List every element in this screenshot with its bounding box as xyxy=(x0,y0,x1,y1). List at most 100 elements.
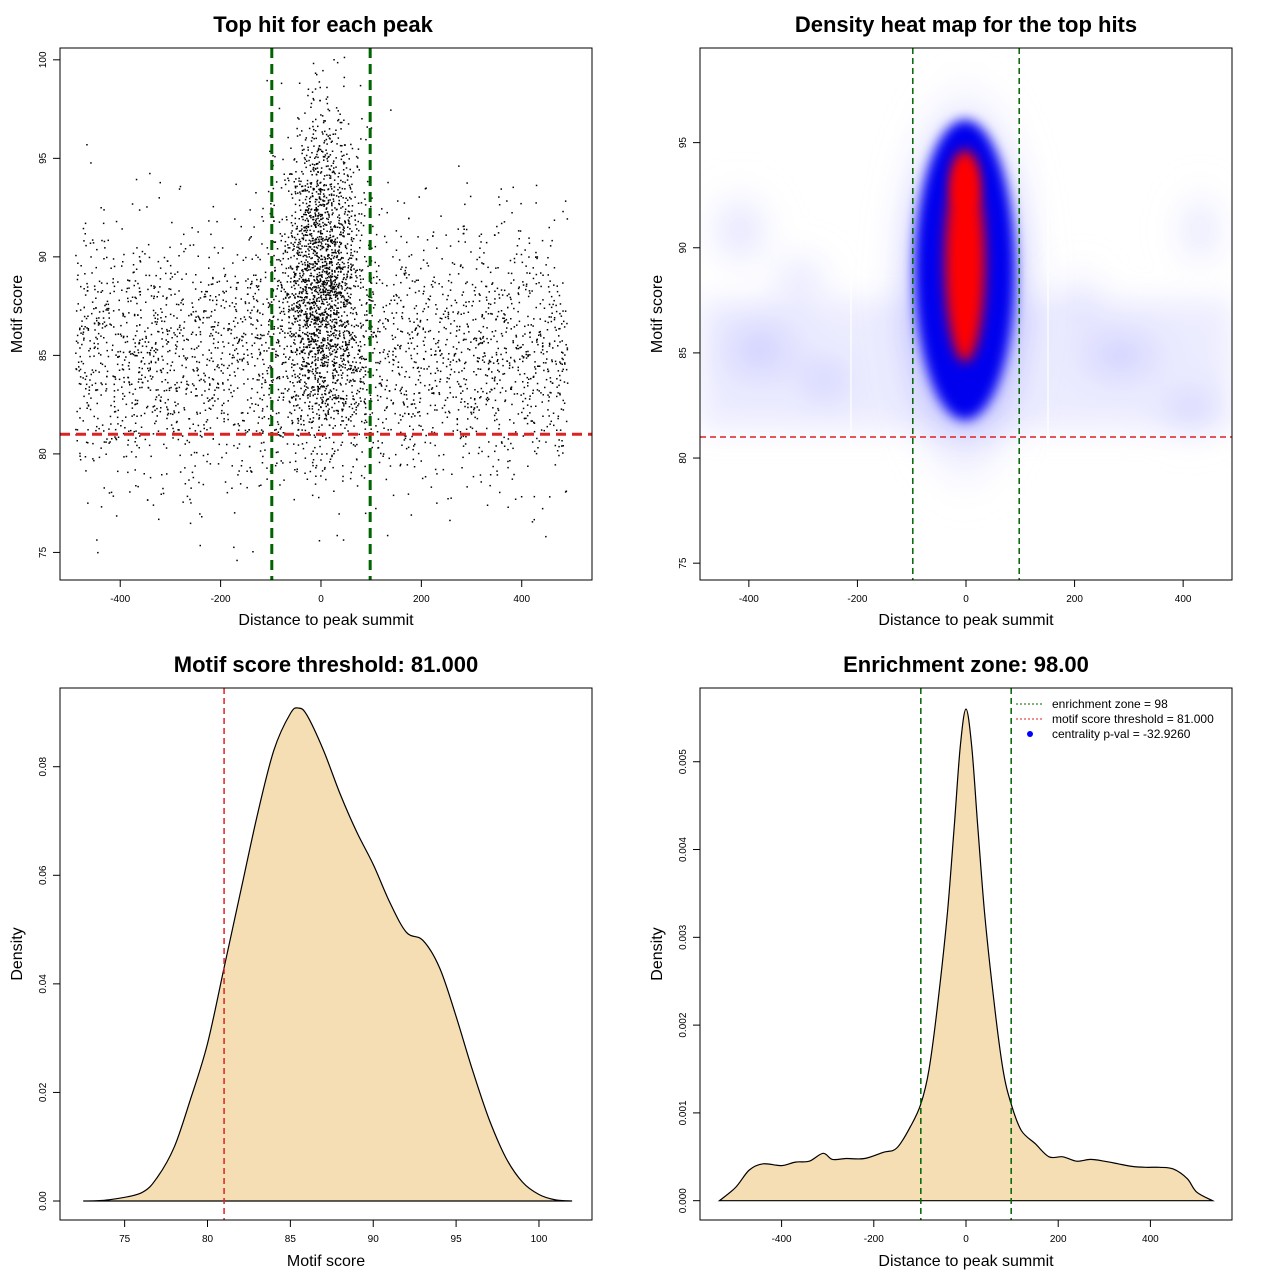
scatter-point xyxy=(267,333,269,335)
scatter-point xyxy=(192,476,195,479)
scatter-point xyxy=(202,316,205,319)
scatter-point xyxy=(319,332,321,334)
scatter-point xyxy=(287,244,289,246)
scatter-point xyxy=(160,396,162,398)
scatter-point xyxy=(238,339,240,342)
scatter-point xyxy=(335,208,338,211)
scatter-point xyxy=(461,467,463,469)
scatter-point xyxy=(547,370,550,372)
scatter-point xyxy=(562,310,564,312)
scatter-point xyxy=(79,368,82,371)
scatter-point xyxy=(329,389,332,391)
scatter-point xyxy=(385,304,388,307)
scatter-point xyxy=(299,352,301,355)
scatter-point xyxy=(338,172,340,174)
scatter-point xyxy=(250,470,252,472)
scatter-point xyxy=(184,248,187,250)
scatter-point xyxy=(258,379,260,381)
scatter-point xyxy=(84,372,86,374)
scatter-point xyxy=(328,285,331,287)
scatter-point xyxy=(374,245,377,248)
scatter-point xyxy=(384,328,387,330)
scatter-point xyxy=(377,418,380,420)
scatter-point xyxy=(340,365,342,367)
scatter-point xyxy=(357,353,359,355)
scatter-point xyxy=(244,302,247,305)
scatter-point xyxy=(503,289,506,292)
scatter-point xyxy=(317,323,319,326)
scatter-point xyxy=(390,109,392,111)
scatter-point xyxy=(320,213,322,216)
scatter-point xyxy=(352,395,354,397)
scatter-point xyxy=(222,383,224,385)
scatter-point xyxy=(192,244,195,246)
scatter-point xyxy=(318,318,321,320)
scatter-point xyxy=(83,395,85,398)
scatter-point xyxy=(297,435,300,437)
scatter-point xyxy=(212,360,214,363)
scatter-point xyxy=(275,350,277,353)
scatter-point xyxy=(168,389,171,392)
scatter-point xyxy=(114,378,117,380)
scatter-point xyxy=(327,384,329,387)
scatter-point xyxy=(293,315,295,317)
scatter-point xyxy=(125,291,128,293)
scatter-point xyxy=(213,246,216,249)
scatter-point xyxy=(157,359,160,361)
scatter-point xyxy=(474,416,476,419)
scatter-point xyxy=(331,230,333,232)
scatter-point xyxy=(266,247,269,249)
scatter-point xyxy=(347,267,349,269)
scatter-point xyxy=(122,312,124,315)
scatter-point xyxy=(564,310,567,312)
scatter-point xyxy=(536,256,539,258)
scatter-point xyxy=(277,355,279,357)
scatter-point xyxy=(364,256,366,258)
scatter-point xyxy=(247,287,249,289)
scatter-point xyxy=(396,302,399,305)
scatter-point xyxy=(480,280,483,283)
scatter-point xyxy=(260,324,263,326)
scatter-point xyxy=(268,393,270,396)
scatter-point xyxy=(138,367,141,369)
scatter-point xyxy=(307,186,310,188)
scatter-point xyxy=(302,271,304,273)
scatter-point xyxy=(76,410,78,413)
scatter-point xyxy=(310,283,312,285)
scatter-point xyxy=(303,301,305,303)
scatter-point xyxy=(275,412,278,415)
scatter-point xyxy=(186,380,188,383)
scatter-point xyxy=(385,407,388,409)
scatter-point xyxy=(357,202,360,204)
scatter-point xyxy=(251,309,253,312)
scatter-point xyxy=(446,397,449,399)
scatter-point xyxy=(76,440,78,442)
scatter-point xyxy=(310,453,313,455)
scatter-point xyxy=(292,382,294,384)
scatter-point xyxy=(345,343,347,346)
scatter-point xyxy=(339,335,341,337)
scatter-point xyxy=(550,392,552,394)
scatter-point xyxy=(320,275,323,278)
scatter-point xyxy=(202,483,205,486)
scatter-point xyxy=(333,160,335,162)
scatter-point xyxy=(319,274,321,276)
scatter-point xyxy=(489,484,491,487)
scatter-point xyxy=(236,359,239,362)
scatter-point xyxy=(487,307,490,309)
scatter-point xyxy=(305,268,307,270)
scatter-point xyxy=(325,238,327,240)
scatter-point xyxy=(308,159,310,162)
scatter-point xyxy=(313,316,316,319)
scatter-point xyxy=(304,381,306,383)
scatter-point xyxy=(293,248,295,250)
scatter-point xyxy=(343,303,346,306)
scatter-point xyxy=(310,257,312,260)
scatter-point xyxy=(262,432,264,434)
scatter-point xyxy=(511,478,514,480)
scatter-point xyxy=(349,223,351,225)
scatter-point xyxy=(327,413,330,415)
scatter-point xyxy=(97,347,99,350)
scatter-point xyxy=(279,434,281,437)
scatter-point xyxy=(362,324,364,326)
